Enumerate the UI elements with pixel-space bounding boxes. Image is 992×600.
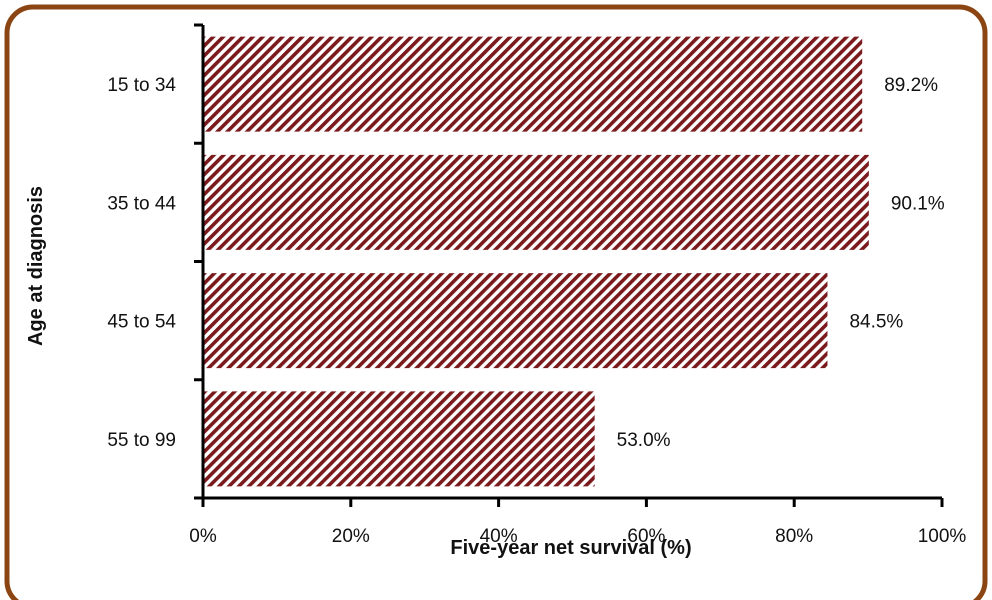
y-tick-label-45-to-54: 45 to 54 bbox=[107, 312, 176, 333]
data-label-15-to-34: 89.2% bbox=[884, 75, 938, 96]
data-label-35-to-44: 90.1% bbox=[891, 193, 945, 214]
y-axis-title: Age at diagnosis bbox=[25, 186, 47, 346]
bar-55-to-99 bbox=[203, 391, 595, 487]
y-tick-label-15-to-34: 15 to 34 bbox=[107, 75, 176, 96]
x-tick-label-40: 40% bbox=[480, 526, 518, 547]
bars-layer bbox=[203, 36, 869, 487]
data-label-45-to-54: 84.5% bbox=[849, 312, 903, 333]
axes-layer bbox=[194, 23, 944, 507]
labels-layer: 89.2% 15 to 34 90.1% 35 to 44 84.5% 45 to 54 5… bbox=[107, 75, 966, 547]
bar-15-to-34 bbox=[203, 36, 863, 132]
y-tick-label-35-to-44: 35 to 44 bbox=[107, 193, 176, 214]
x-tick-label-60: 60% bbox=[627, 526, 665, 547]
x-axis-title: Five-year net survival (%) bbox=[450, 537, 691, 559]
x-tick-label-20: 20% bbox=[332, 526, 370, 547]
bar-35-to-44 bbox=[203, 154, 869, 250]
x-tick-label-100: 100% bbox=[918, 526, 967, 547]
data-label-55-to-99: 53.0% bbox=[617, 430, 671, 451]
x-tick-label-80: 80% bbox=[775, 526, 813, 547]
x-tick-label-0: 0% bbox=[189, 526, 217, 547]
bar-45-to-54 bbox=[203, 273, 828, 369]
y-tick-label-55-to-99: 55 to 99 bbox=[107, 430, 176, 451]
